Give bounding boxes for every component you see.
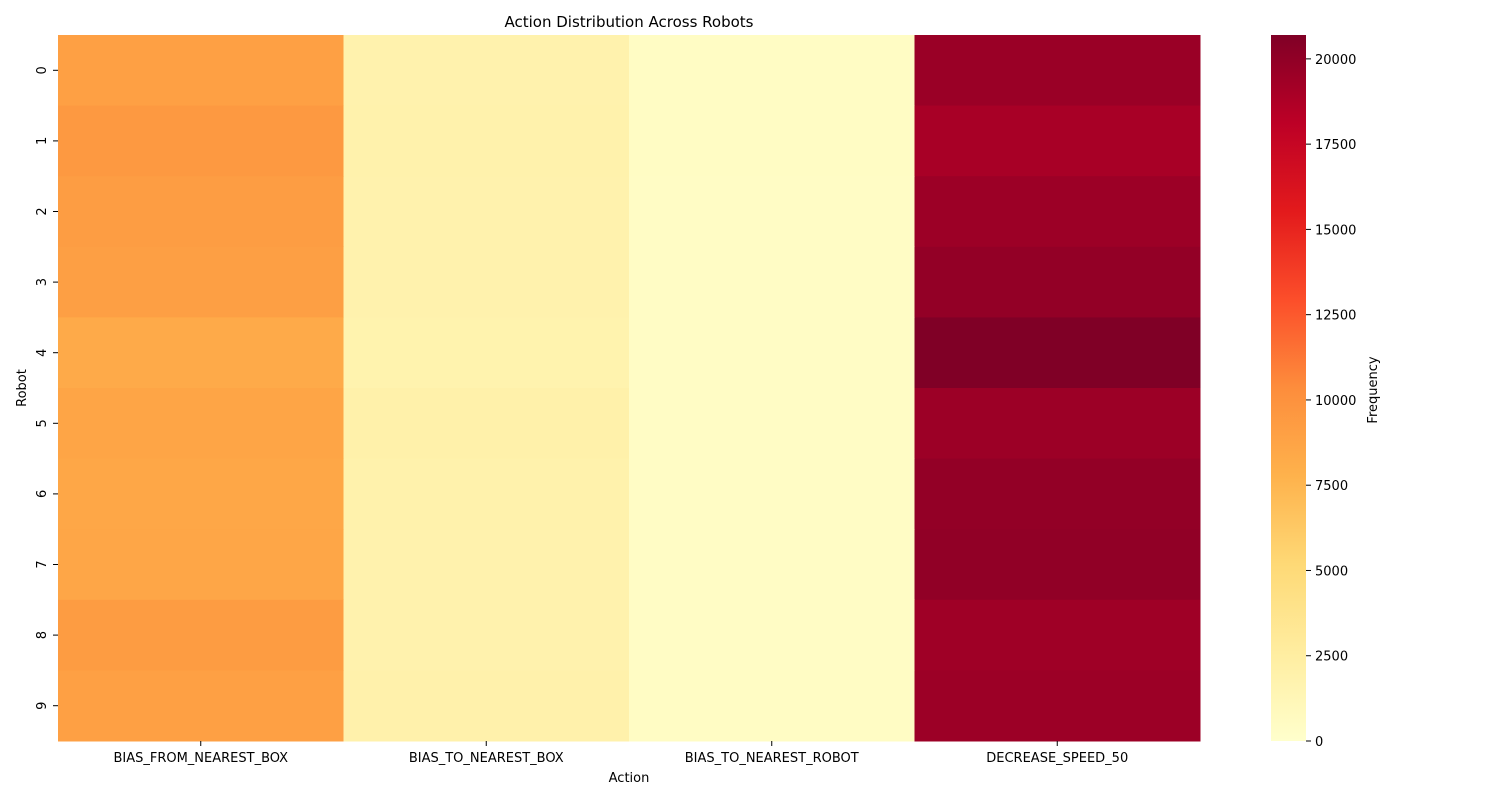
heatmap-cell (343, 35, 630, 107)
x-axis-ticks: BIAS_FROM_NEAREST_BOX BIAS_TO_NEAREST_BOX… (113, 741, 1128, 766)
y-tick-label: 5 (35, 419, 50, 427)
colorbar-tick-label: 20000 (1315, 53, 1356, 68)
heatmap-cell (629, 246, 915, 318)
heatmap-cell (343, 105, 630, 177)
y-tick-label: 9 (35, 702, 50, 710)
heatmap-cell (343, 670, 630, 742)
heatmap-cell (343, 388, 630, 460)
heatmap-cell (343, 458, 630, 530)
heatmap-cell (343, 317, 630, 389)
heatmap-cell (629, 458, 915, 530)
heatmap-cell (343, 246, 630, 318)
heatmap-cell (914, 246, 1201, 318)
y-axis-ticks: 0 1 2 3 4 5 6 7 8 9 (35, 66, 58, 710)
x-tick-label: BIAS_TO_NEAREST_BOX (409, 751, 564, 766)
y-tick-label: 6 (35, 490, 50, 498)
colorbar-label: Frequency (1366, 356, 1381, 423)
heatmap-cell (914, 599, 1201, 671)
colorbar-tick-label: 12500 (1315, 309, 1356, 324)
chart-title: Action Distribution Across Robots (504, 13, 753, 31)
y-tick-label: 4 (35, 349, 50, 357)
heatmap-cell (58, 458, 344, 530)
heatmap-cell (58, 176, 344, 248)
heatmap-cell (58, 105, 344, 177)
colorbar-tick-label: 10000 (1315, 394, 1356, 409)
y-tick-label: 3 (35, 278, 50, 286)
heatmap-cell (629, 176, 915, 248)
colorbar-tick-label: 0 (1315, 735, 1323, 750)
colorbar-tick-label: 17500 (1315, 138, 1356, 153)
heatmap-cell (629, 599, 915, 671)
heatmap-cell (58, 388, 344, 460)
heatmap-cell (914, 388, 1201, 460)
colorbar-ticks: 0 2500 5000 7500 10000 12500 15000 17500 20000 (1306, 53, 1356, 750)
x-axis-label: Action (609, 771, 650, 786)
heatmap-cell (914, 317, 1201, 389)
colorbar-tick-label: 7500 (1315, 479, 1348, 494)
y-axis-label: Robot (15, 369, 30, 407)
heatmap-cell (629, 670, 915, 742)
heatmap-cell (914, 529, 1201, 601)
heatmap-cell (914, 670, 1201, 742)
heatmap-cell (58, 529, 344, 601)
y-tick-label: 2 (35, 207, 50, 215)
y-tick-label: 1 (35, 137, 50, 145)
y-tick-label: 7 (35, 560, 50, 568)
heatmap-cell (343, 529, 630, 601)
heatmap-cell (629, 35, 915, 107)
heatmap-cell (58, 670, 344, 742)
y-tick-label: 8 (35, 631, 50, 639)
colorbar-tick-label: 15000 (1315, 223, 1356, 238)
heatmap-cell (914, 105, 1201, 177)
colorbar-tick-label: 5000 (1315, 564, 1348, 579)
heatmap-cells (58, 35, 1201, 742)
heatmap-cell (58, 35, 344, 107)
x-tick-label: BIAS_FROM_NEAREST_BOX (113, 751, 288, 766)
heatmap-cell (629, 529, 915, 601)
heatmap-cell (58, 599, 344, 671)
heatmap-cell (914, 35, 1201, 107)
y-tick-label: 0 (35, 66, 50, 74)
heatmap-cell (58, 317, 344, 389)
colorbar-tick-label: 2500 (1315, 650, 1348, 665)
heatmap-cell (914, 176, 1201, 248)
x-tick-label: BIAS_TO_NEAREST_ROBOT (685, 751, 859, 766)
heatmap-cell (343, 599, 630, 671)
x-tick-label: DECREASE_SPEED_50 (986, 751, 1128, 766)
heatmap-cell (914, 458, 1201, 530)
heatmap-cell (629, 317, 915, 389)
heatmap-cell (343, 176, 630, 248)
heatmap-cell (58, 246, 344, 318)
heatmap-cell (629, 388, 915, 460)
colorbar (1271, 35, 1306, 741)
heatmap-cell (629, 105, 915, 177)
